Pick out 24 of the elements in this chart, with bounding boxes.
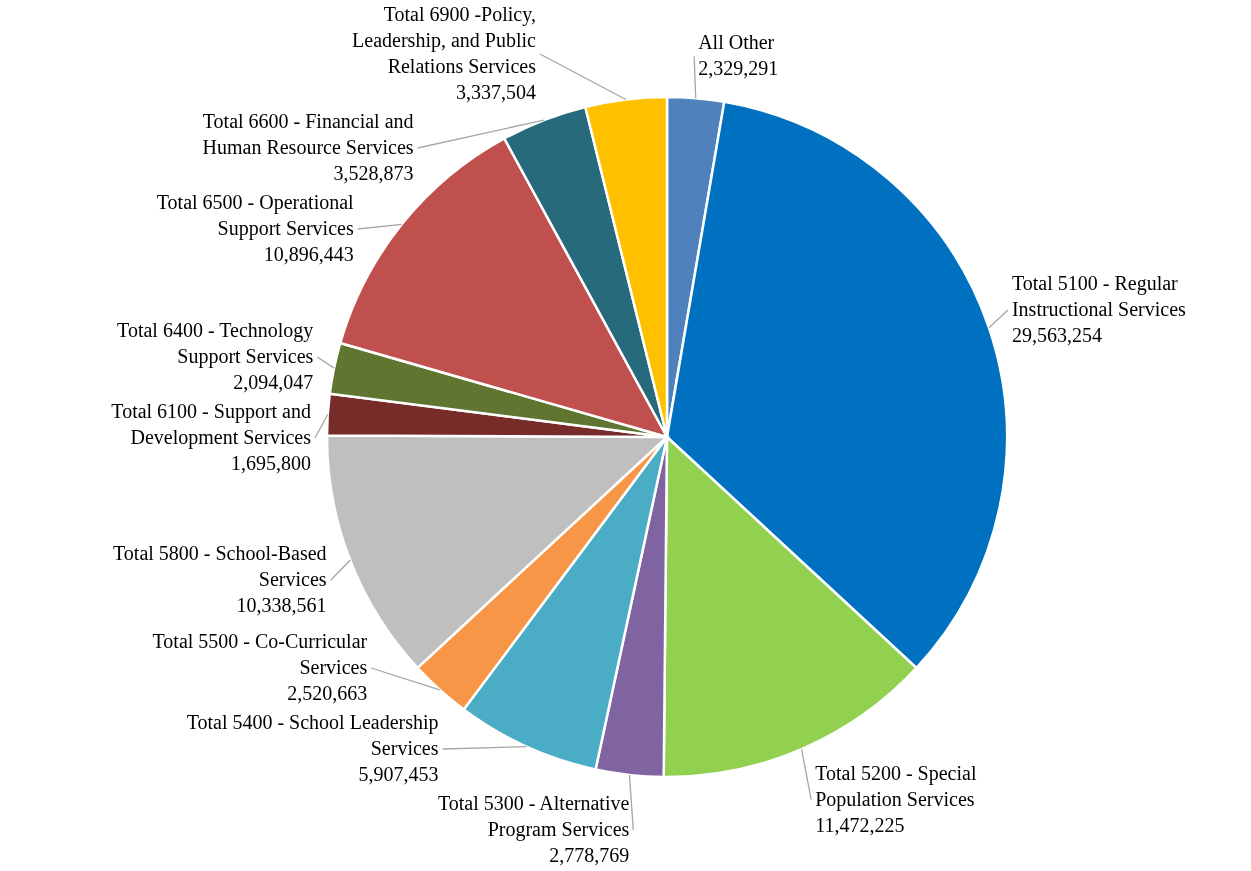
data-label: 2,778,769	[549, 844, 630, 866]
slice-label: Total 6400 - Technology Support Services	[117, 319, 314, 369]
data-label: 3,337,504	[455, 81, 536, 103]
data-label: 2,094,047	[233, 371, 314, 394]
slice-label: Total 6600 - Financial and Human Resource Services	[202, 110, 414, 158]
slice-label: Total 5200 - Special Population Services	[815, 761, 977, 811]
data-label: 29,563,254	[1011, 323, 1102, 346]
slice-label: Total 6100 - Support and Development Services	[111, 400, 312, 450]
data-label: 2,329,291	[698, 57, 779, 80]
data-label: 5,907,453	[358, 763, 439, 785]
slice-label: Total 5800 - School-Based Services	[113, 542, 327, 591]
data-label: 2,520,663	[287, 682, 368, 704]
slice-label: Total 5400 - School Leadership Services	[186, 711, 439, 759]
slice-label: Total 5300 - Alternative Program Services	[437, 792, 630, 841]
data-label: 1,695,800	[231, 452, 311, 475]
slice-label: Total 6900 -Policy, Leadership, and Public Relations Services	[352, 3, 537, 77]
slice-label: Total 5100 - Regular Instructional Services	[1011, 271, 1186, 320]
data-label: 10,896,443	[263, 243, 354, 265]
slice-label: Total 5500 - Co-Curricular Services	[152, 630, 368, 678]
data-label: 11,472,225	[815, 813, 905, 836]
slice-label: All Other	[698, 31, 775, 54]
slice-label: Total 6500 - Operational Support Services	[156, 191, 355, 240]
data-label: 3,528,873	[333, 162, 414, 184]
data-label: 10,338,561	[236, 594, 327, 617]
